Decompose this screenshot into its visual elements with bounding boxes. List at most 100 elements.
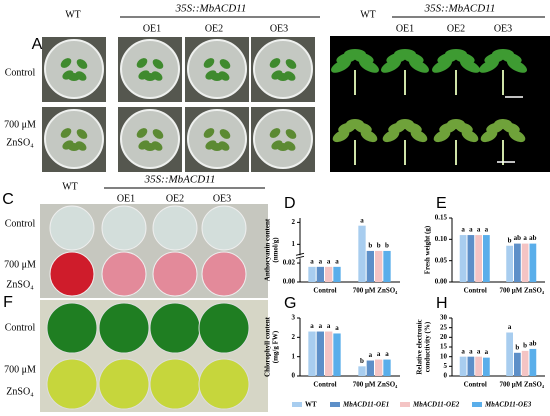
y-tick-label: 0.10 <box>435 235 448 243</box>
bar <box>475 235 482 282</box>
leaf <box>285 59 297 69</box>
petri-dish <box>253 109 313 169</box>
bar <box>467 356 475 376</box>
y-axis-label: conductivity (%) <box>424 321 432 372</box>
bar <box>483 235 490 282</box>
legend-label: WT <box>305 401 317 409</box>
significance-letter: a <box>335 257 339 265</box>
significance-letter: b <box>377 242 381 250</box>
genotype-label: WT <box>62 181 78 192</box>
petri-dish <box>187 109 247 169</box>
line-label: OE3 <box>213 193 231 204</box>
leaf <box>62 140 74 150</box>
leaf <box>284 71 296 81</box>
line-label: OE1 <box>143 23 161 34</box>
row-label: 700 μM <box>4 119 36 130</box>
panel-letter: G <box>284 295 296 312</box>
bar <box>529 243 537 282</box>
panel-letter: B <box>333 36 344 53</box>
panel-letter: C <box>2 191 14 208</box>
bar <box>325 266 333 282</box>
x-tick-label: 700 μM ZnSO₄ <box>499 287 544 295</box>
bar <box>459 356 467 376</box>
x-tick-label: 700 μM ZnSO₄ <box>353 287 398 295</box>
legend-swatch <box>330 402 340 407</box>
y-tick-label: 0.02 <box>283 259 296 267</box>
leaf <box>447 119 465 129</box>
y-tick-label: 0.05 <box>435 256 448 264</box>
leaf <box>152 129 164 139</box>
row-label: Control <box>5 67 36 78</box>
line-label: OE3 <box>494 23 512 34</box>
y-tick-label: 5 <box>444 362 448 370</box>
y-tick-label: 2 <box>292 218 296 226</box>
significance-letter: a <box>461 226 465 234</box>
legend-label: MbACD11-OE3 <box>484 401 532 409</box>
bar <box>358 366 366 376</box>
well <box>149 358 201 410</box>
bar <box>506 245 513 282</box>
y-tick-label: 0 <box>292 372 296 380</box>
significance-letter: b <box>508 236 512 244</box>
leaf <box>205 140 217 150</box>
significance-letter: a <box>319 257 323 265</box>
bar <box>308 266 316 282</box>
significance-letter: a <box>477 347 481 355</box>
significance-letter: a <box>377 350 381 358</box>
y-axis-label: Fresh weight (g) <box>424 225 432 274</box>
x-tick-label: Control <box>313 381 336 389</box>
y-tick-label: 0.00 <box>283 278 296 286</box>
leaf <box>492 49 514 59</box>
line-label: OE2 <box>447 23 465 34</box>
leaf <box>445 49 467 59</box>
row-label: ZnSO₄ <box>6 386 34 397</box>
x-tick-label: Control <box>464 381 487 389</box>
bar <box>333 266 341 282</box>
well <box>98 358 150 410</box>
bar <box>366 250 374 282</box>
line-label: OE1 <box>396 23 414 34</box>
significance-letter: b <box>515 343 519 351</box>
petri-dish <box>187 39 247 99</box>
bar <box>316 266 324 282</box>
line-label: OE2 <box>205 23 223 34</box>
line-label: OE2 <box>166 193 184 204</box>
petri-dish <box>44 39 104 99</box>
x-tick-label: Control <box>313 287 336 295</box>
y-axis-label: Relative electronic <box>416 319 424 374</box>
y-axis-label: (mg/g FW) <box>272 330 280 363</box>
well <box>49 205 95 251</box>
leaf <box>494 119 512 129</box>
y-tick-label: 20 <box>440 333 448 341</box>
significance-letter: b <box>523 341 527 349</box>
significance-letter: a <box>477 226 481 234</box>
row-label: ZnSO₄ <box>6 137 34 148</box>
y-tick-label: 0.00 <box>435 278 448 286</box>
significance-letter: b <box>360 357 364 365</box>
legend-label: MbACD11-OE2 <box>412 401 460 409</box>
bar <box>375 250 383 282</box>
significance-letter: a <box>523 234 527 242</box>
leaf <box>218 71 230 81</box>
significance-letter: a <box>469 226 473 234</box>
x-tick-label: 700 μM ZnSO₄ <box>353 381 398 389</box>
leaf <box>394 49 416 59</box>
petri-dish <box>253 39 313 99</box>
leaf <box>136 128 148 138</box>
row-label: 700 μM <box>4 259 36 270</box>
bar <box>383 250 391 282</box>
leaf <box>269 58 281 68</box>
significance-letter: a <box>461 347 465 355</box>
legend-label: MbACD11-OE1 <box>342 401 389 409</box>
significance-letter: ab <box>514 234 522 242</box>
leaf <box>75 71 87 81</box>
bar <box>529 348 537 376</box>
row-label: 700 μM <box>4 364 36 375</box>
leaf <box>138 140 150 150</box>
leaf <box>152 59 164 69</box>
well <box>101 251 147 297</box>
well <box>46 302 98 354</box>
y-tick-label: 15 <box>440 343 448 351</box>
significance-letter: a <box>319 322 323 330</box>
well <box>49 251 95 297</box>
